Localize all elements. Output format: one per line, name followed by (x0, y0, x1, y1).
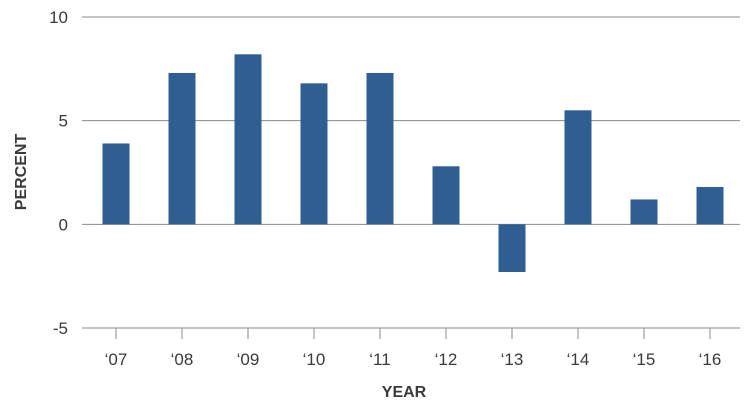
bar-7 (564, 110, 592, 225)
x-tick-label: ‘16 (699, 350, 722, 369)
bar-8 (630, 199, 658, 225)
bar-9 (696, 187, 724, 225)
bar-0 (102, 143, 130, 225)
x-tick-label: ‘09 (237, 350, 260, 369)
bar-series (102, 54, 724, 273)
x-tick-label: ‘14 (567, 350, 590, 369)
bar-6 (498, 224, 526, 273)
bar-5 (432, 166, 460, 225)
bar-1 (168, 72, 196, 225)
x-tick-label: ‘12 (435, 350, 458, 369)
x-axis-tick-labels: ‘07 ‘08 ‘09 ‘10 ‘11 ‘12 ‘13 ‘14 ‘15 ‘16 (105, 350, 722, 369)
x-tick-label: ‘15 (633, 350, 656, 369)
y-axis-title: PERCENT (13, 134, 30, 211)
x-axis-ticks (115, 328, 711, 339)
x-tick-label: ‘13 (501, 350, 524, 369)
x-tick-label: ‘11 (369, 350, 390, 369)
bar-2 (234, 54, 262, 225)
y-tick-label: 0 (59, 215, 68, 234)
x-tick-label: ‘10 (303, 350, 326, 369)
bar-4 (366, 72, 394, 225)
y-tick-label: 5 (59, 112, 68, 131)
bar-3 (300, 83, 328, 225)
y-axis-tick-labels: -5 0 5 10 (49, 8, 68, 338)
x-tick-label: ‘07 (105, 350, 128, 369)
x-tick-label: ‘08 (171, 350, 194, 369)
x-axis-title: YEAR (382, 384, 427, 401)
y-tick-label: -5 (53, 319, 68, 338)
y-tick-label: 10 (49, 8, 68, 27)
